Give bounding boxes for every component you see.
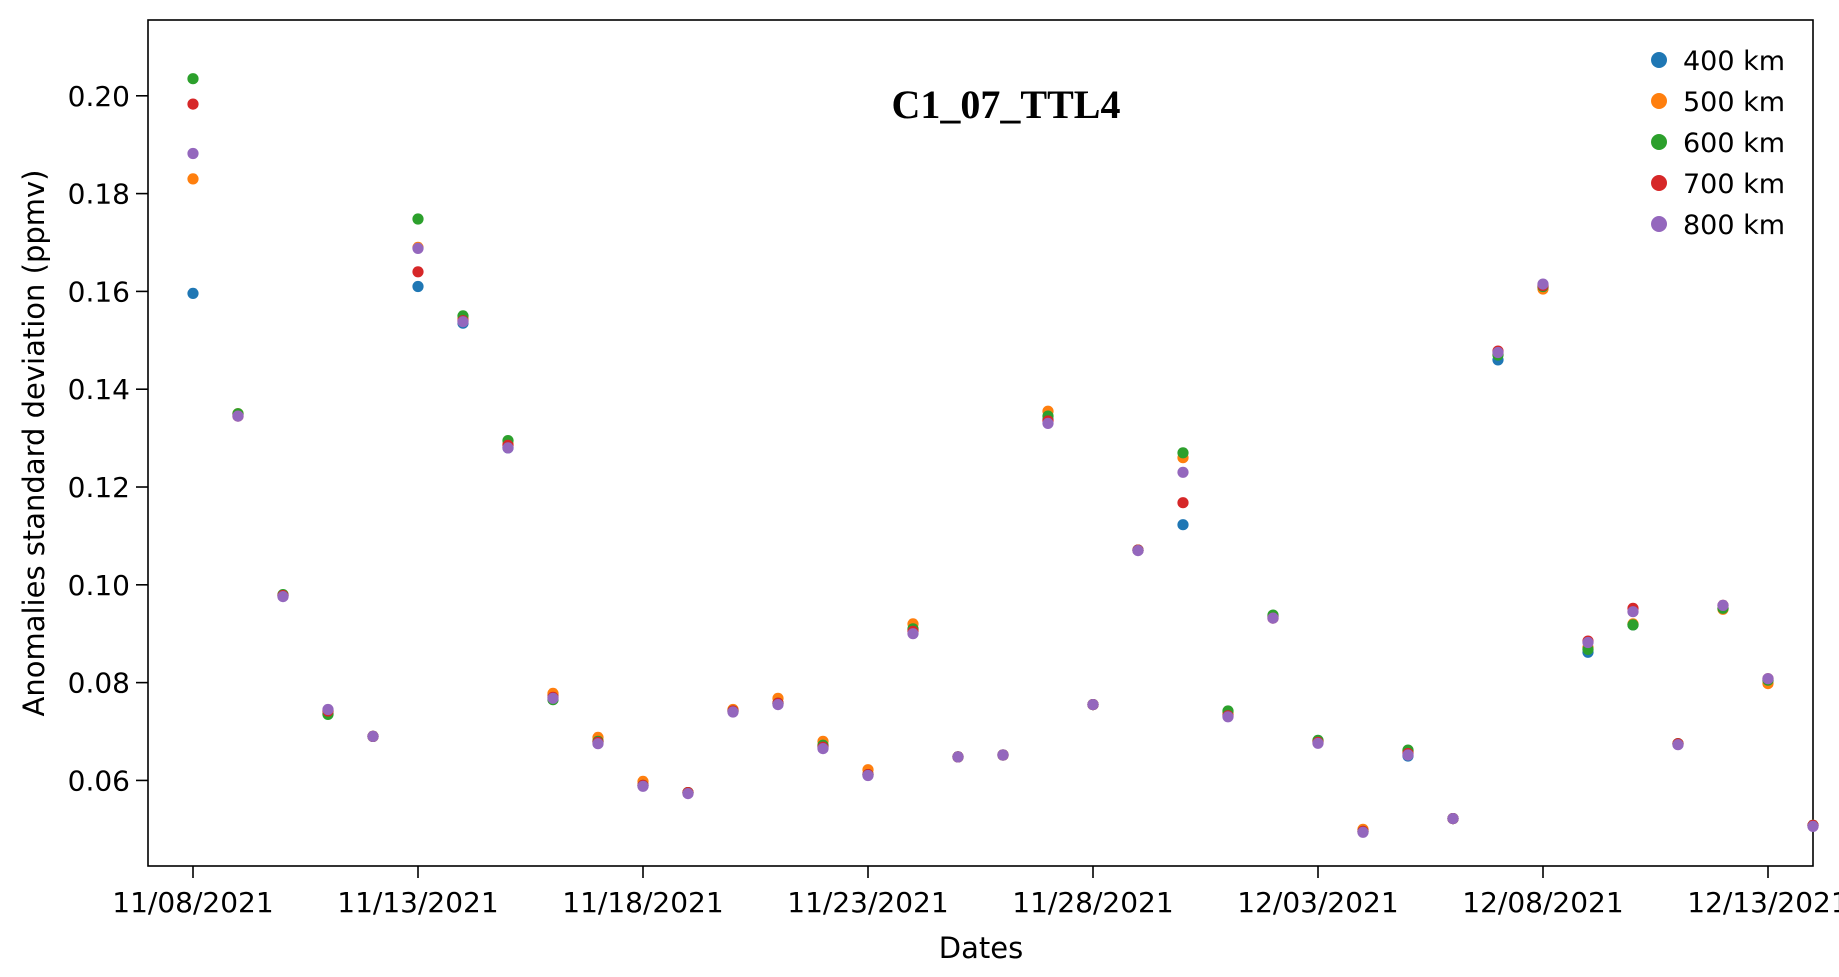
legend-label: 800 km (1683, 210, 1785, 241)
y-tick-label: 0.14 (68, 373, 130, 406)
legend-marker (1651, 52, 1667, 68)
legend-marker (1651, 93, 1667, 109)
data-point (412, 242, 424, 254)
data-point (187, 98, 199, 110)
legend-label: 700 km (1683, 169, 1785, 200)
data-point (727, 706, 739, 718)
x-tick-label: 12/03/2021 (1237, 886, 1398, 919)
y-axis: 0.06 0.08 0.10 0.12 0.14 0.16 0.18 0.20 (68, 80, 148, 797)
data-point (862, 769, 874, 782)
data-point (1762, 673, 1774, 685)
data-point (1222, 711, 1234, 723)
data-point (187, 287, 199, 299)
legend-label: 600 km (1683, 128, 1785, 159)
series-800-km (187, 147, 1819, 838)
data-point (907, 628, 919, 640)
chart-title: C1_07_TTL4 (892, 82, 1121, 127)
data-point (1312, 737, 1324, 749)
data-point (187, 173, 199, 185)
y-tick-label: 0.06 (68, 764, 130, 797)
y-tick-label: 0.08 (68, 667, 130, 700)
y-tick-label: 0.18 (68, 178, 130, 211)
data-points (187, 73, 1819, 838)
data-point (502, 442, 514, 454)
data-point (1582, 636, 1594, 649)
data-point (232, 410, 244, 422)
data-point (1132, 545, 1144, 557)
y-tick-label: 0.20 (68, 80, 130, 113)
data-point (1492, 346, 1504, 359)
data-point (457, 316, 469, 328)
data-point (1627, 606, 1639, 618)
data-point (412, 213, 424, 225)
plot-area-frame (147, 19, 1814, 867)
data-point (682, 788, 694, 800)
legend-marker (1651, 134, 1667, 150)
x-tick-label: 11/18/2021 (562, 886, 723, 919)
data-point (277, 591, 289, 603)
data-point (1357, 826, 1369, 838)
data-point (322, 703, 334, 716)
data-point (1807, 820, 1819, 833)
data-point (1042, 417, 1054, 429)
data-point (997, 749, 1009, 761)
data-point (1177, 497, 1189, 509)
data-point (1177, 447, 1189, 459)
x-axis-title: Dates (939, 931, 1023, 965)
data-point (817, 743, 829, 755)
data-point (367, 730, 379, 743)
legend-marker (1651, 175, 1667, 191)
data-point (187, 147, 199, 160)
y-axis-title: Anomalies standard deviation (ppmv) (17, 170, 51, 717)
x-axis: 11/08/2021 11/13/2021 11/18/2021 11/23/2021… (112, 866, 1839, 919)
y-tick-label: 0.10 (68, 569, 130, 602)
data-point (1177, 466, 1189, 478)
data-point (1537, 278, 1549, 290)
data-point (1177, 519, 1189, 531)
legend: 400 km 500 km 600 km 700 km 800 km (1651, 46, 1785, 241)
data-point (592, 738, 604, 750)
y-tick-label: 0.16 (68, 275, 130, 308)
legend-label: 400 km (1683, 46, 1785, 77)
x-tick-label: 11/13/2021 (337, 886, 498, 919)
data-point (772, 699, 784, 711)
data-point (1717, 599, 1729, 612)
data-point (412, 266, 424, 278)
x-tick-label: 11/28/2021 (1012, 886, 1173, 919)
data-point (1447, 813, 1459, 825)
x-tick-label: 11/08/2021 (112, 886, 273, 919)
data-point (1627, 619, 1639, 631)
data-point (1672, 739, 1684, 751)
x-tick-label: 12/13/2021 (1687, 886, 1839, 919)
data-point (1087, 699, 1099, 711)
x-tick-label: 11/23/2021 (787, 886, 948, 919)
data-point (1402, 749, 1414, 761)
data-point (547, 692, 559, 704)
data-point (412, 280, 424, 293)
y-tick-label: 0.12 (68, 471, 130, 504)
data-point (187, 73, 199, 85)
data-point (637, 780, 649, 792)
legend-label: 500 km (1683, 87, 1785, 118)
data-point (952, 751, 964, 763)
x-tick-label: 12/08/2021 (1462, 886, 1623, 919)
legend-marker (1651, 216, 1667, 232)
data-point (1267, 612, 1279, 624)
